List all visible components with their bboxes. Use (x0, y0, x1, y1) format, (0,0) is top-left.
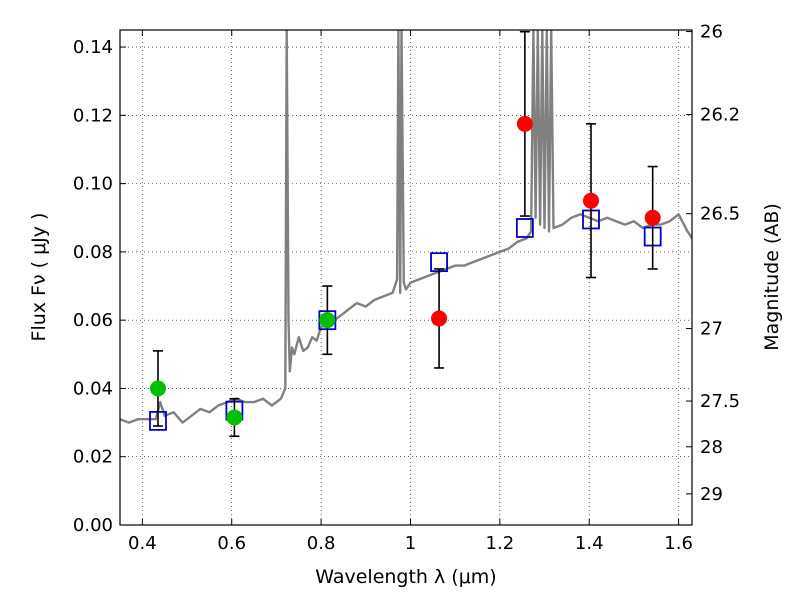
x-tick-label: 0.8 (307, 533, 336, 554)
y-tick-label: 0.12 (73, 105, 113, 126)
observed-photometry-point (149, 380, 166, 397)
observed-photometry-point (644, 209, 661, 226)
mag-tick-label: 26 (700, 22, 723, 43)
y-axis-right-label: Magnitude (AB) (761, 203, 783, 351)
observed-photometry-point (319, 312, 336, 329)
x-tick-label: 1.4 (575, 533, 604, 554)
y-tick-label: 0.06 (73, 310, 113, 331)
observed-photometry-point (431, 310, 448, 327)
mag-tick-label: 27 (700, 319, 723, 340)
mag-tick-label: 26.2 (700, 105, 740, 126)
y-tick-label: 0.14 (73, 37, 113, 58)
mag-tick-label: 28 (700, 437, 723, 458)
plot-frame (119, 29, 693, 526)
model-spectrum-line (120, 30, 692, 424)
x-tick-label: 1.6 (664, 533, 693, 554)
observed-photometry-point (516, 115, 533, 132)
mag-tick-label: 27.5 (700, 391, 740, 412)
plot-content (120, 30, 692, 438)
y-tick-label: 0.02 (73, 447, 113, 468)
y-tick-label: 0.08 (73, 242, 113, 263)
observed-photometry-point (583, 192, 600, 209)
mag-tick-label: 29 (700, 484, 723, 505)
y-tick-label: 0.04 (73, 378, 113, 399)
model-photometry-square (515, 218, 534, 238)
ticks: 0.4 0.6 0.8 1 1.2 1.4 1.6 0.00 0.02 0.04 0.06 0.08 0… (73, 22, 740, 554)
observed-photometry-point (226, 409, 243, 426)
x-tick-label: 0.6 (217, 533, 246, 554)
x-axis-label: Wavelength λ (μm) (315, 566, 496, 588)
mag-tick-label: 26.5 (700, 204, 740, 225)
y-tick-label: 0.00 (73, 515, 113, 536)
x-tick-label: 1 (405, 533, 416, 554)
x-tick-label: 1.2 (486, 533, 515, 554)
y-axis-label: Flux Fν ( μJy ) (28, 213, 50, 342)
x-tick-label: 0.4 (128, 533, 157, 554)
y-tick-label: 0.10 (73, 174, 113, 195)
